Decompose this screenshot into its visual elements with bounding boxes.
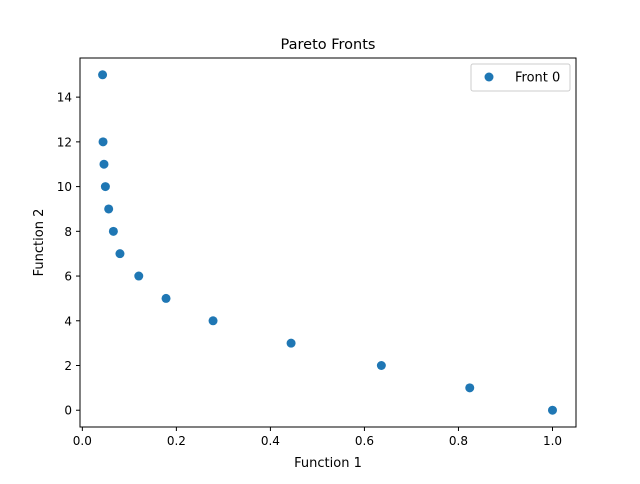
- x-tick-label: 0.2: [167, 434, 186, 448]
- y-tick-label: 0: [64, 404, 72, 418]
- y-tick-label: 14: [57, 91, 72, 105]
- x-tick-label: 0.8: [449, 434, 468, 448]
- x-tick-label: 0.4: [261, 434, 280, 448]
- chart-title: Pareto Fronts: [281, 37, 376, 53]
- x-tick-label: 0.0: [73, 434, 92, 448]
- data-point-0-4: [104, 204, 114, 214]
- x-axis-label: Function 1: [294, 456, 362, 471]
- legend-label-front-0: Front 0: [515, 71, 560, 86]
- plot-area: [79, 57, 577, 428]
- data-point-0-7: [134, 271, 144, 281]
- y-tick-label: 6: [64, 270, 72, 284]
- data-point-0-3: [100, 182, 110, 192]
- axes-frame: [79, 57, 577, 428]
- y-tick-label: 12: [57, 135, 72, 149]
- data-point-0-13: [547, 405, 557, 415]
- legend-box: [470, 63, 571, 92]
- data-point-0-12: [465, 383, 475, 393]
- data-point-0-9: [208, 316, 218, 326]
- data-point-0-0: [98, 70, 108, 80]
- legend: Front 0: [470, 63, 571, 92]
- points-layer: [98, 70, 557, 415]
- y-tick-label: 8: [64, 225, 72, 239]
- x-axis-ticks: 0.0 0.2 0.4 0.6 0.8 1.0: [73, 427, 562, 448]
- x-tick-label: 1.0: [543, 434, 562, 448]
- data-point-0-2: [99, 159, 109, 169]
- data-point-0-6: [115, 249, 125, 259]
- data-point-0-8: [161, 293, 171, 303]
- x-tick-label: 0.6: [355, 434, 374, 448]
- data-point-0-10: [286, 338, 296, 348]
- y-tick-label: 2: [64, 359, 72, 373]
- legend-marker: [484, 72, 494, 82]
- data-point-0-11: [376, 361, 386, 370]
- data-point-0-5: [108, 226, 118, 236]
- data-point-0-1: [98, 137, 108, 147]
- y-axis-label: Function 2: [32, 209, 47, 277]
- y-tick-label: 10: [57, 180, 72, 194]
- y-axis-ticks: 0 2 4 6 8 10 12 14: [57, 91, 80, 418]
- y-tick-label: 4: [64, 314, 72, 328]
